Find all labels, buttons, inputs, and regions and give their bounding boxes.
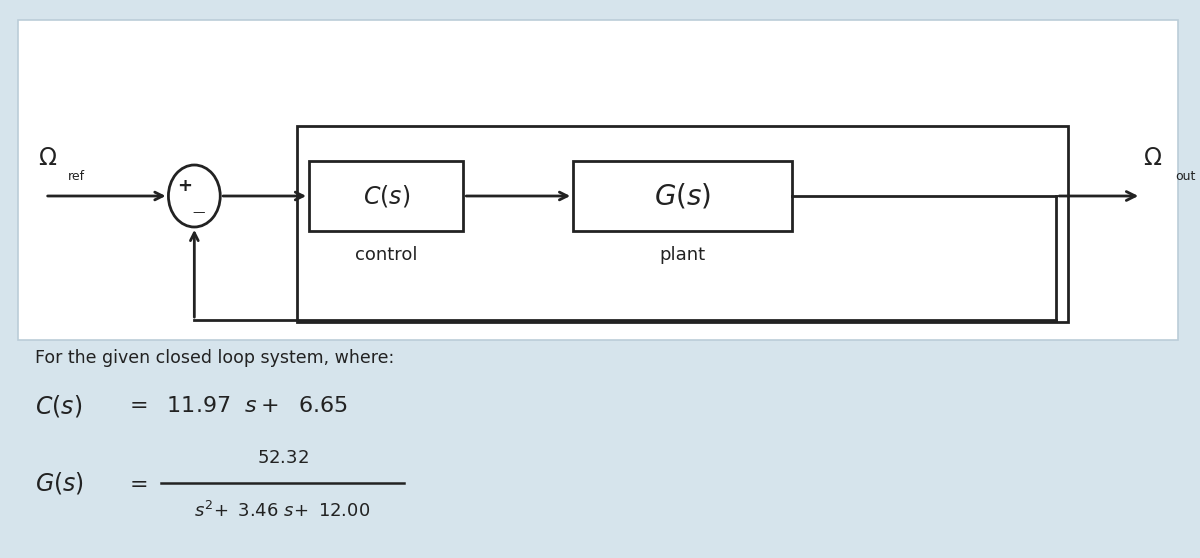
Text: $G(s)$: $G(s)$ (654, 181, 712, 210)
FancyBboxPatch shape (18, 20, 1178, 340)
Text: $\Omega$: $\Omega$ (38, 146, 56, 170)
FancyBboxPatch shape (308, 161, 463, 231)
Text: —: — (192, 206, 204, 219)
Text: ref: ref (67, 170, 85, 182)
Ellipse shape (168, 165, 221, 227)
Text: $G(s)$: $G(s)$ (35, 470, 84, 496)
Text: $=$: $=$ (125, 473, 148, 493)
Text: plant: plant (660, 246, 706, 264)
FancyBboxPatch shape (574, 161, 792, 231)
Text: For the given closed loop system, where:: For the given closed loop system, where: (35, 349, 394, 367)
Text: $C(s)$: $C(s)$ (362, 183, 409, 209)
Text: $52.32$: $52.32$ (257, 449, 308, 467)
Text: $C(s)$: $C(s)$ (35, 393, 82, 419)
Text: +: + (176, 177, 192, 195)
Text: $\Omega$: $\Omega$ (1144, 146, 1163, 170)
Text: out: out (1175, 170, 1195, 182)
Text: control: control (355, 246, 418, 264)
Text: $s^2\!+\ 3.46\ s\!+\ 12.00$: $s^2\!+\ 3.46\ s\!+\ 12.00$ (194, 501, 371, 521)
Text: $= \ \ 11.97 \ \ s + \ \ 6.65$: $= \ \ 11.97 \ \ s + \ \ 6.65$ (125, 396, 348, 416)
